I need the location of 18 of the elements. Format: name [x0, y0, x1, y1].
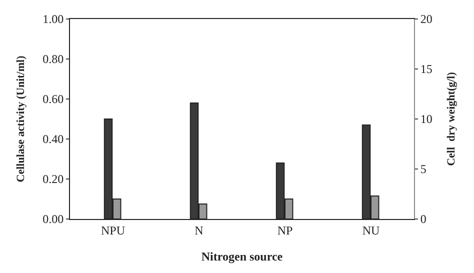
- y2-tick-label: 0: [420, 212, 426, 226]
- y-tick-label: 0.80: [42, 52, 64, 66]
- y-tick-label: 0.20: [42, 172, 64, 186]
- y2-axis-title: Cell dry weight(g/l): [446, 72, 458, 166]
- y-tick-label: 1.00: [42, 12, 64, 26]
- x-tick-label: NPU: [100, 223, 126, 238]
- y-tick-label: 0.40: [42, 132, 64, 146]
- y2-tick-label: 5: [420, 162, 426, 176]
- x-tick-label: NP: [277, 223, 293, 238]
- x-axis-title: Nitrogen source: [201, 249, 284, 264]
- x-tick-label: NU: [362, 223, 380, 238]
- y-axis-title: Cellulase activity (Unit/ml): [15, 55, 28, 182]
- y-tick-label: 0.00: [42, 212, 64, 226]
- y2-tick-label: 10: [420, 112, 432, 126]
- x-tick-label: N: [194, 223, 204, 238]
- y2-tick-label: 15: [420, 62, 432, 76]
- y-tick-label: 0.60: [42, 92, 64, 106]
- y2-tick-label: 20: [420, 12, 432, 26]
